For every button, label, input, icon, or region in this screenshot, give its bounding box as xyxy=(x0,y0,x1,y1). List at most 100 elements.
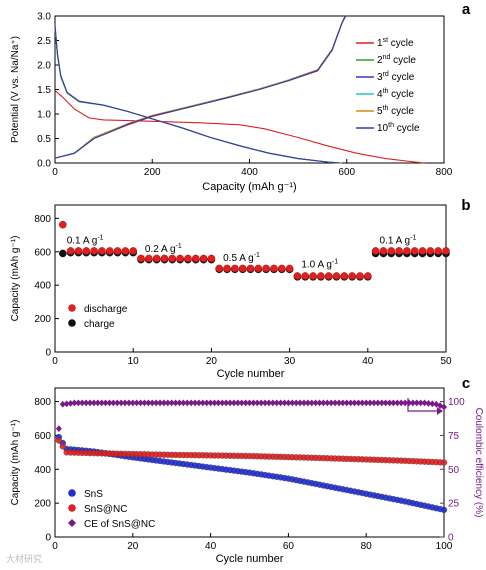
panel-a-series-line-1-discharge xyxy=(54,90,425,164)
panel-b-rate-label: 0.1 A g-1 xyxy=(67,234,104,246)
panel-c-ce-point xyxy=(250,399,257,407)
panel-c-ce-point xyxy=(421,399,428,407)
panel-b-discharge-point xyxy=(238,264,247,273)
panel-b-discharge-point xyxy=(277,264,286,273)
panel-b-x-tick-label: 0 xyxy=(52,356,58,367)
panel-b-discharge-point xyxy=(129,247,137,255)
panel-b-discharge-point xyxy=(324,272,333,280)
panel-a-legend-number: 5 xyxy=(377,106,383,117)
panel-b-y-tick-label: 200 xyxy=(34,314,51,325)
panel-c-ce-point xyxy=(363,399,370,407)
panel-b-y-axis-label: Capacity (mAh g⁻¹) xyxy=(10,236,21,322)
panel-c-letter: c xyxy=(462,375,470,392)
panel-c-ce-point xyxy=(402,399,409,407)
panel-b-discharge-point xyxy=(121,247,130,255)
panel-a-legend-number: 10 xyxy=(377,123,389,134)
panel-b-rate-value: 1.0 A g xyxy=(301,260,332,271)
panel-b-y-tick-label: 400 xyxy=(34,281,51,292)
panel-b-rate-value: 0.1 A g xyxy=(67,235,98,246)
panel-c-ce-point xyxy=(413,399,420,407)
panel-b-discharge-point xyxy=(309,272,317,280)
panel-c-ce-point xyxy=(429,400,436,408)
panel-c-ce-point xyxy=(110,399,117,407)
panel-a-legend-label: 3rd cycle xyxy=(377,71,415,83)
panel-b-discharge-point xyxy=(254,264,263,273)
panel-c-x-tick-label: 60 xyxy=(283,541,295,552)
panel-c-ce-point xyxy=(304,399,311,407)
panel-b-rate-value: 0.1 A g xyxy=(380,235,411,246)
panel-c-ce-point xyxy=(332,399,339,407)
panel-b-rate-sup: -1 xyxy=(410,234,416,241)
panel-c-ce-point xyxy=(316,399,323,407)
panel-b-discharge-point xyxy=(231,264,239,273)
panel-c-ce-point xyxy=(71,399,78,407)
panel-b-discharge-point xyxy=(184,254,192,263)
panel-c-ce-point xyxy=(289,399,296,407)
panel-a-chart: 0 200 400 600 800 0.0 0.5 1.0 1.5 2.0 2.5 3.0 1st cy… xyxy=(10,1,471,193)
panel-c-ce-point xyxy=(258,399,265,407)
panel-c-chart: 0 20 40 60 80 10002004006008000255075100SnSSn… xyxy=(10,375,484,565)
panel-c-ce-point xyxy=(55,425,62,433)
panel-c-ce-point xyxy=(223,399,230,407)
panel-c-y2-axis-label: Coulombic efficiency (%) xyxy=(473,408,484,518)
panel-b-legend-label: discharge xyxy=(84,304,128,315)
panel-c-legend-label: SnS xyxy=(84,489,103,500)
panel-a-legend-label: 10th cycle xyxy=(377,122,420,134)
panel-c-ce-point xyxy=(417,399,424,407)
panel-b-rate-sup: -1 xyxy=(176,243,182,250)
panel-a-legend-sup: nd xyxy=(383,54,391,61)
panel-a-legend-text: cycle xyxy=(388,106,414,117)
panel-a-x-tick-label: 400 xyxy=(241,167,258,178)
panel-c-ce-point xyxy=(83,399,90,407)
panel-a-legend-number: 1 xyxy=(377,38,383,49)
panel-b-discharge-point xyxy=(379,247,388,255)
panel-c-ce-point xyxy=(184,399,191,407)
panel-c-ce-point xyxy=(172,399,179,407)
panel-b-discharge-point xyxy=(223,264,231,273)
panel-c-ce-point xyxy=(351,399,358,407)
panel-c-ce-point xyxy=(234,399,241,407)
panel-c-ce-point xyxy=(281,399,288,407)
panel-c-y-tick-label: 600 xyxy=(34,431,51,442)
panel-a-series-line-5-discharge xyxy=(54,25,340,164)
panel-a-y-tick-label: 1.5 xyxy=(37,85,51,96)
panel-c-ce-point xyxy=(87,399,94,407)
panel-a-legend-text: cycle xyxy=(389,72,415,83)
panel-c-ce-point xyxy=(374,399,381,407)
panel-b-discharge-point xyxy=(137,254,145,263)
panel-c-ce-point xyxy=(312,399,319,407)
panel-c-ce-point xyxy=(394,399,401,407)
panel-c-ce-point xyxy=(398,399,405,407)
panel-c-x-tick-label: 0 xyxy=(52,541,58,552)
panel-a-y-tick-label: 2.0 xyxy=(37,61,51,72)
panel-c-legend-marker xyxy=(68,489,76,497)
panel-a-y-tick-label: 0.5 xyxy=(37,134,51,145)
panel-c-y-axis-label: Capacity (mAh g⁻¹) xyxy=(10,420,21,506)
panel-b-rate-label: 1.0 A g-1 xyxy=(301,259,338,271)
panel-b-rate-sup: -1 xyxy=(254,252,260,259)
panel-c-y-tick-label: 200 xyxy=(34,499,51,510)
panel-b-discharge-point xyxy=(348,272,356,280)
panel-b-discharge-point xyxy=(426,247,435,255)
panel-c-y-tick-label: 400 xyxy=(34,465,51,476)
panel-b-discharge-point xyxy=(285,264,294,273)
panel-c-ce-point xyxy=(199,399,206,407)
panel-c-ce-point xyxy=(382,399,389,407)
panel-b-discharge-point xyxy=(356,272,364,280)
panel-c-ce-point xyxy=(106,399,113,407)
panel-c-legend-label: SnS@NC xyxy=(84,504,128,515)
panel-b-discharge-point xyxy=(301,272,310,280)
panel-b-discharge-point xyxy=(176,254,184,263)
panel-a-series-line-2-discharge xyxy=(54,26,342,164)
panel-c-ce-point xyxy=(425,399,432,407)
panel-a-series-line-3-discharge xyxy=(54,25,341,164)
panel-b-rate-sup: -1 xyxy=(332,259,338,266)
panel-b-rate-sup: -1 xyxy=(97,234,103,241)
panel-c-ce-point xyxy=(277,399,284,407)
panel-b-discharge-point xyxy=(332,272,341,280)
panel-b-plot-frame xyxy=(54,204,447,353)
panel-c-ce-point xyxy=(335,399,342,407)
panel-c-ce-point xyxy=(339,399,346,407)
panel-c-y2-tick-label: 0 xyxy=(448,533,454,544)
panel-a-legend-number: 4 xyxy=(377,89,383,100)
